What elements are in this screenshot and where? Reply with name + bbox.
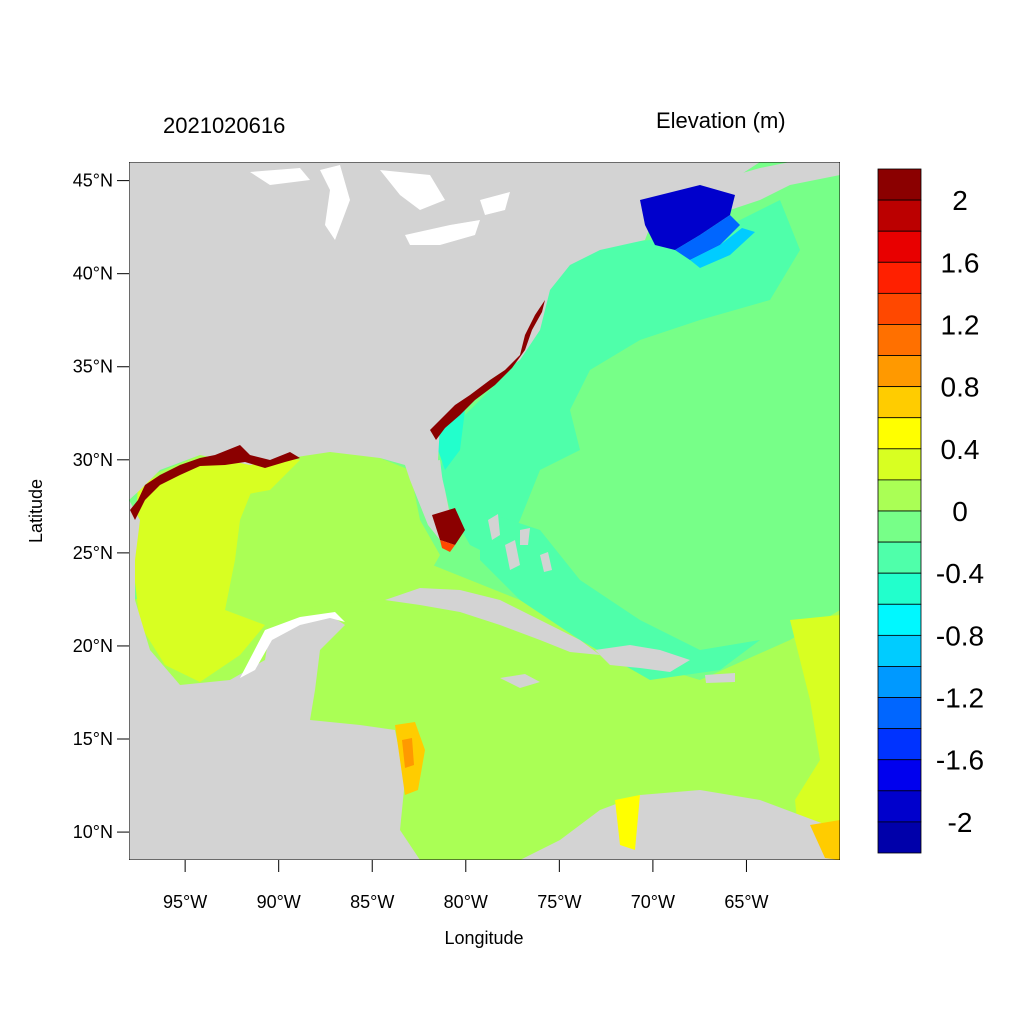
- y-tick-label: 45°N: [73, 171, 113, 191]
- trinidad-coast-surge: [810, 820, 840, 860]
- y-tick-label: 10°N: [73, 822, 113, 842]
- colorbar-label: 1.6: [941, 247, 980, 278]
- colorbar-label: -1.6: [936, 745, 984, 776]
- gulf-coast-surge: [130, 445, 300, 520]
- colorbar-swatch: [877, 324, 922, 356]
- south-florida-surge: [432, 508, 465, 545]
- colorbar-swatch: [877, 697, 922, 730]
- x-tick-label: 70°W: [631, 892, 675, 912]
- yucatan-coast: [240, 612, 345, 678]
- mexico-central-america-land: [129, 500, 420, 860]
- x-tick-label: 85°W: [350, 892, 394, 912]
- colorbar-swatch: [877, 634, 922, 667]
- y-axis: 45°N 40°N 35°N 30°N 25°N 20°N 15°N 10°N: [73, 171, 129, 842]
- x-tick-label: 80°W: [444, 892, 488, 912]
- colorbar-label: -2: [948, 807, 973, 838]
- cuba-land: [385, 588, 600, 655]
- puerto-rico-land: [705, 673, 735, 683]
- colorbar-swatch: [877, 790, 922, 823]
- x-tick-label: 65°W: [724, 892, 768, 912]
- y-axis-label: Latitude: [26, 479, 46, 543]
- bahamas-shelf: [480, 510, 760, 680]
- timestamp-label: 2021020616: [163, 113, 286, 138]
- x-tick-label: 95°W: [163, 892, 207, 912]
- x-axis-label: Longitude: [444, 928, 523, 948]
- colorbar-swatch: [877, 603, 922, 636]
- colorbar-label: 2: [952, 185, 968, 216]
- lesser-antilles-band: [790, 615, 840, 860]
- colorbar-label: -1.2: [936, 683, 984, 714]
- colorbar-swatch: [877, 572, 922, 605]
- colorbar-swatch: [877, 541, 922, 574]
- north-america-land: [129, 162, 760, 545]
- great-lakes: [250, 165, 510, 245]
- colorbar-swatch: [877, 666, 922, 698]
- y-tick-label: 30°N: [73, 450, 113, 470]
- colorbar-label: 1.2: [941, 309, 980, 340]
- y-tick-label: 40°N: [73, 264, 113, 284]
- colorbar-swatch: [877, 168, 922, 201]
- east-coast-surge: [430, 300, 545, 440]
- x-tick-label: 75°W: [537, 892, 581, 912]
- venezuela-coast-surge: [615, 795, 640, 850]
- colorbar-swatch: [877, 261, 922, 294]
- hispaniola-land: [595, 645, 690, 672]
- y-tick-label: 15°N: [73, 729, 113, 749]
- nicaragua-coast-core: [402, 738, 414, 768]
- colorbar-swatch: [877, 417, 922, 450]
- colorbar-swatch: [877, 199, 922, 232]
- gulf-of-maine-edge: [675, 215, 740, 260]
- y-tick-label: 20°N: [73, 636, 113, 656]
- colorbar-swatch: [877, 479, 922, 512]
- gulf-of-maine-surge: [640, 185, 735, 250]
- colorbar-swatch: [877, 759, 922, 792]
- variable-label: Elevation (m): [656, 108, 786, 133]
- colorbar-label: -0.8: [936, 620, 984, 651]
- bahamas-islands: [488, 514, 552, 572]
- jamaica-land: [500, 674, 540, 688]
- map-plot-area: [129, 162, 840, 860]
- colorbar-swatch: [877, 448, 922, 481]
- y-tick-label: 25°N: [73, 543, 113, 563]
- x-axis: 95°W 90°W 85°W 80°W 75°W 70°W 65°W: [163, 860, 769, 912]
- gulf-of-maine-outer: [690, 228, 755, 268]
- nova-scotia-land: [700, 162, 840, 210]
- colorbar-swatch: [877, 386, 922, 419]
- florida-keys-surge: [440, 540, 455, 552]
- colorbar-swatch: [877, 510, 922, 543]
- colorbar-swatch: [877, 230, 922, 263]
- colorbar-swatch: [877, 821, 922, 854]
- colorbar-label: 0: [952, 496, 968, 527]
- colorbar: 2 1.6 1.2 0.8 0.4 0 -0.4 -0.8 -1.2 -1.6 -2: [877, 168, 984, 854]
- colorbar-label: 0.8: [941, 372, 980, 403]
- colorbar-swatch: [877, 728, 922, 761]
- colorbar-swatch: [877, 355, 922, 388]
- western-gulf-shelf: [133, 460, 265, 682]
- colorbar-label: 0.4: [941, 434, 980, 465]
- colorbar-swatch: [877, 292, 922, 325]
- y-tick-label: 35°N: [73, 357, 113, 377]
- south-america-land: [520, 790, 840, 860]
- x-tick-label: 90°W: [257, 892, 301, 912]
- atlantic-shelf: [440, 200, 800, 560]
- colorbar-label: -0.4: [936, 558, 984, 589]
